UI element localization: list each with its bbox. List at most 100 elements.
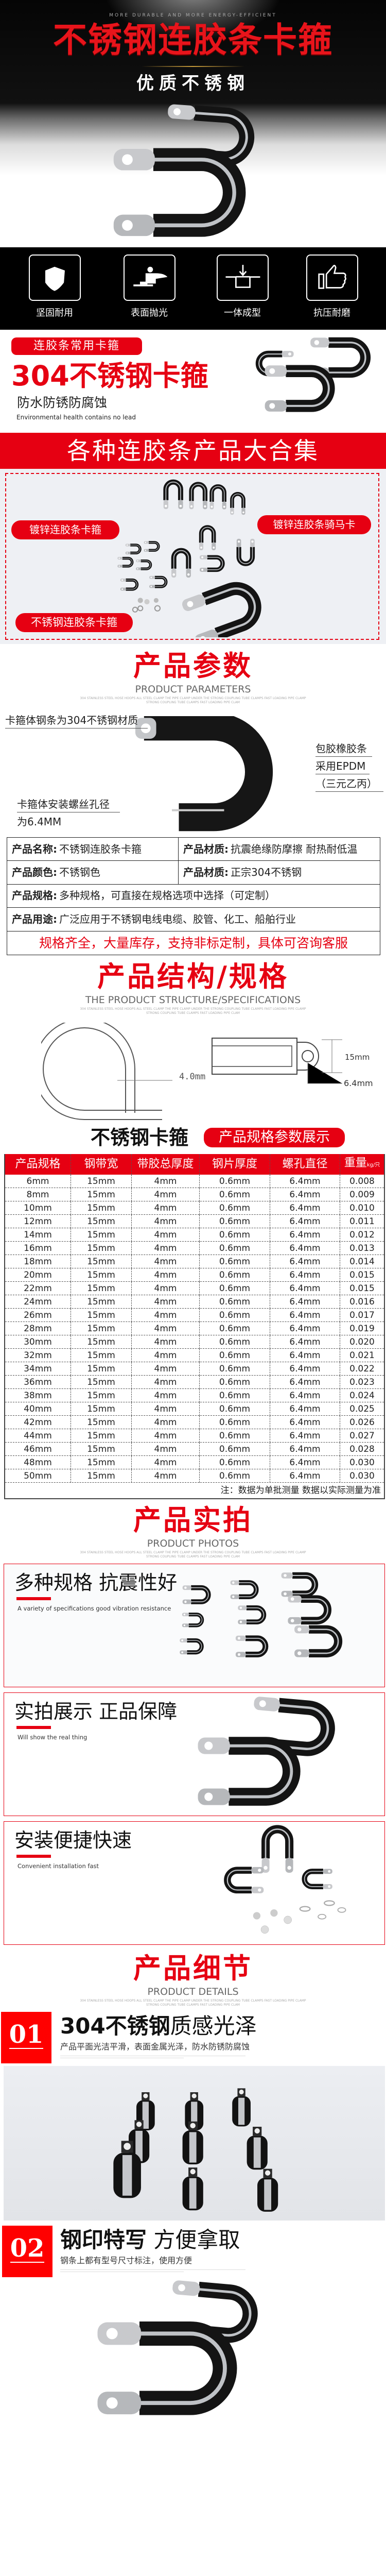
dim-width: 15mm [345, 1053, 370, 1062]
spec-cell: 0.030 [349, 1470, 375, 1481]
photos-title-en: PRODUCT PHOTOS [147, 1538, 239, 1549]
spec-cell: 6mm [5, 1174, 71, 1188]
feature-label: 一体成型 [224, 308, 261, 318]
spec-cell: 0.6mm [200, 1402, 270, 1416]
spec-table-row: 14mm 15mm 4mm 0.6mm 6.4mm 0.012 [5, 1228, 384, 1242]
feature-label: 抗压耐磨 [313, 308, 350, 318]
spec-cell: 15mm [71, 1402, 132, 1416]
spec-cell: 36mm [5, 1375, 71, 1389]
polisher-icon [133, 266, 168, 286]
spec-cell: 15mm [71, 1335, 132, 1349]
weight-label: 重量 [344, 1157, 367, 1170]
label-stainless-clamp: 不锈钢连胶条卡箍 [15, 613, 133, 632]
fine-print: 304 STAINLESS STEEL HOSE HOOPS ALL STEEL… [80, 1551, 306, 1558]
spec-table-row: 28mm 15mm 4mm 0.6mm 6.4mm 0.019 [5, 1321, 384, 1335]
detail-photo-01 [4, 2066, 385, 2221]
spec-cell: 0.6mm [200, 1255, 270, 1268]
spec-cell: 15mm [71, 1174, 132, 1188]
spec-cell: 4mm [132, 1455, 200, 1469]
callout-line [315, 756, 372, 757]
spec-cell: 15mm [71, 1348, 132, 1362]
spec-cell: 4mm [132, 1268, 200, 1282]
spec-table-row: 12mm 15mm 4mm 0.6mm 6.4mm 0.011 [5, 1214, 384, 1228]
spec-cell: 15mm [71, 1415, 132, 1429]
title-underline [16, 1597, 51, 1600]
spec-cell: 15mm [71, 1281, 132, 1295]
column-header: 钢带宽 [71, 1154, 132, 1175]
callout-line [315, 791, 383, 792]
spec-cell: 0.6mm [200, 1241, 270, 1255]
label-galvanized-clamp: 镀锌连胶条卡箍 [11, 520, 119, 539]
fine-print: 304 STAINLESS STEEL HOSE HOOPS ALL STEEL… [80, 1999, 306, 2007]
spec-table-row: 24mm 15mm 4mm 0.6mm 6.4mm 0.016 [5, 1295, 384, 1309]
collection-product-image [103, 477, 283, 637]
fine-print: 304 STAINLESS STEEL HOSE HOOPS ALL STEEL… [80, 1007, 306, 1015]
spec-cell: 4mm [132, 1362, 200, 1376]
spec-cell: 6.4mm [270, 1402, 340, 1416]
spec-table-row: 46mm 15mm 4mm 0.6mm 6.4mm 0.028 [5, 1442, 384, 1456]
spec-cell: 6.4mm [270, 1362, 340, 1376]
spec-cell: 16mm [5, 1241, 71, 1255]
spec-cell: 4mm [132, 1188, 200, 1201]
photo-box-subtitle: Will show the real thing [17, 1734, 87, 1741]
spec-cell: 0.013 [349, 1243, 375, 1253]
dim-thickness: 4.0mm [179, 1072, 206, 1082]
spec-table-row: 48mm 15mm 4mm 0.6mm 6.4mm 0.030 [5, 1455, 384, 1469]
spec-cell: 4mm [132, 1255, 200, 1268]
spec-cell: 0.6mm [200, 1188, 270, 1201]
detail-subtitle-01: 产品平面光洁平滑，表面金属光泽，防水防锈防腐蚀 [60, 2042, 250, 2052]
spec-cell: 0.6mm [200, 1442, 270, 1456]
photo-box-install: 安装便捷快速 Convenient installation fast [4, 1821, 385, 1945]
params-title: 产品参数 [133, 650, 253, 682]
params-title-en: PRODUCT PARAMETERS [135, 684, 251, 695]
photo-box-title: 多种规格 抗震性好 [14, 1571, 178, 1594]
spec-cell: 4mm [132, 1241, 200, 1255]
spec-cell: 28mm [5, 1321, 71, 1335]
fine-print: 304 STAINLESS STEEL HOSE HOOPS ALL STEEL… [80, 697, 306, 704]
spec-cell: 15mm [71, 1241, 132, 1255]
spec-cell: 0.010 [349, 1202, 375, 1213]
callout-rubber-1: 包胶橡胶条 [315, 742, 367, 755]
spec-cell: 0.026 [349, 1417, 375, 1428]
spec-cell: 0.023 [349, 1377, 375, 1387]
title-underline [16, 1855, 51, 1858]
spec-table-row: 10mm 15mm 4mm 0.6mm 6.4mm 0.010 [5, 1201, 384, 1215]
spec-cell: 4mm [132, 1469, 200, 1483]
spec-cell: 15mm [71, 1388, 132, 1402]
photo-installation [189, 1824, 346, 1934]
divider [142, 66, 244, 67]
info-row: 产品规格: 多种规格，可直接在规格选项中选择（可定制） [7, 885, 380, 908]
info-key: 产品材质: [183, 842, 229, 855]
spec-cell: 14mm [5, 1228, 71, 1242]
spec-cell: 6.4mm [270, 1308, 340, 1322]
info-key: 产品材质: [183, 866, 229, 879]
spec-cell: 0.6mm [200, 1201, 270, 1215]
spec-cell: 0.6mm [200, 1295, 270, 1309]
spec-cell: 0.6mm [200, 1415, 270, 1429]
spec-cell: 0.6mm [200, 1455, 270, 1469]
spec-cell: 6.4mm [270, 1375, 340, 1389]
photo-box-title: 实拍展示 正品保障 [14, 1700, 178, 1723]
spec-table-body: 6mm 15mm 4mm 0.6mm 6.4mm 0.008 8mm 15mm 4mm 0.6mm… [5, 1174, 384, 1483]
spec-cell: 6.4mm [270, 1268, 340, 1282]
spec-cell: 0.011 [349, 1216, 375, 1227]
spec-cell: 50mm [5, 1469, 71, 1483]
info-row: 规格齐全，大量库存，支持非标定制，具体可咨询客服 [7, 931, 380, 955]
photo-box-real: 实拍展示 正品保障 Will show the real thing [4, 1692, 385, 1816]
spec-cell: 4mm [132, 1415, 200, 1429]
detail-photo-02 [85, 2280, 301, 2424]
structure-diagram [41, 1023, 342, 1120]
spec-cell: 0.024 [349, 1390, 375, 1401]
spec-cell: 46mm [5, 1442, 71, 1456]
dim-hole: 6.4mm [344, 1078, 373, 1088]
spec-cell: 4mm [132, 1214, 200, 1228]
detail-title-01: 304不锈钢质感光泽 [60, 2013, 257, 2039]
spec-cell: 15mm [71, 1228, 132, 1242]
spec-table-row: 40mm 15mm 4mm 0.6mm 6.4mm 0.025 [5, 1402, 384, 1416]
spec-table-row: 42mm 15mm 4mm 0.6mm 6.4mm 0.026 [5, 1415, 384, 1429]
photos-title: 产品实拍 [133, 1504, 253, 1536]
spec-cell: 30mm [5, 1335, 71, 1349]
spec-cell: 0.6mm [200, 1174, 270, 1188]
collection-frame [5, 473, 379, 640]
spec-cell: 4mm [132, 1281, 200, 1295]
